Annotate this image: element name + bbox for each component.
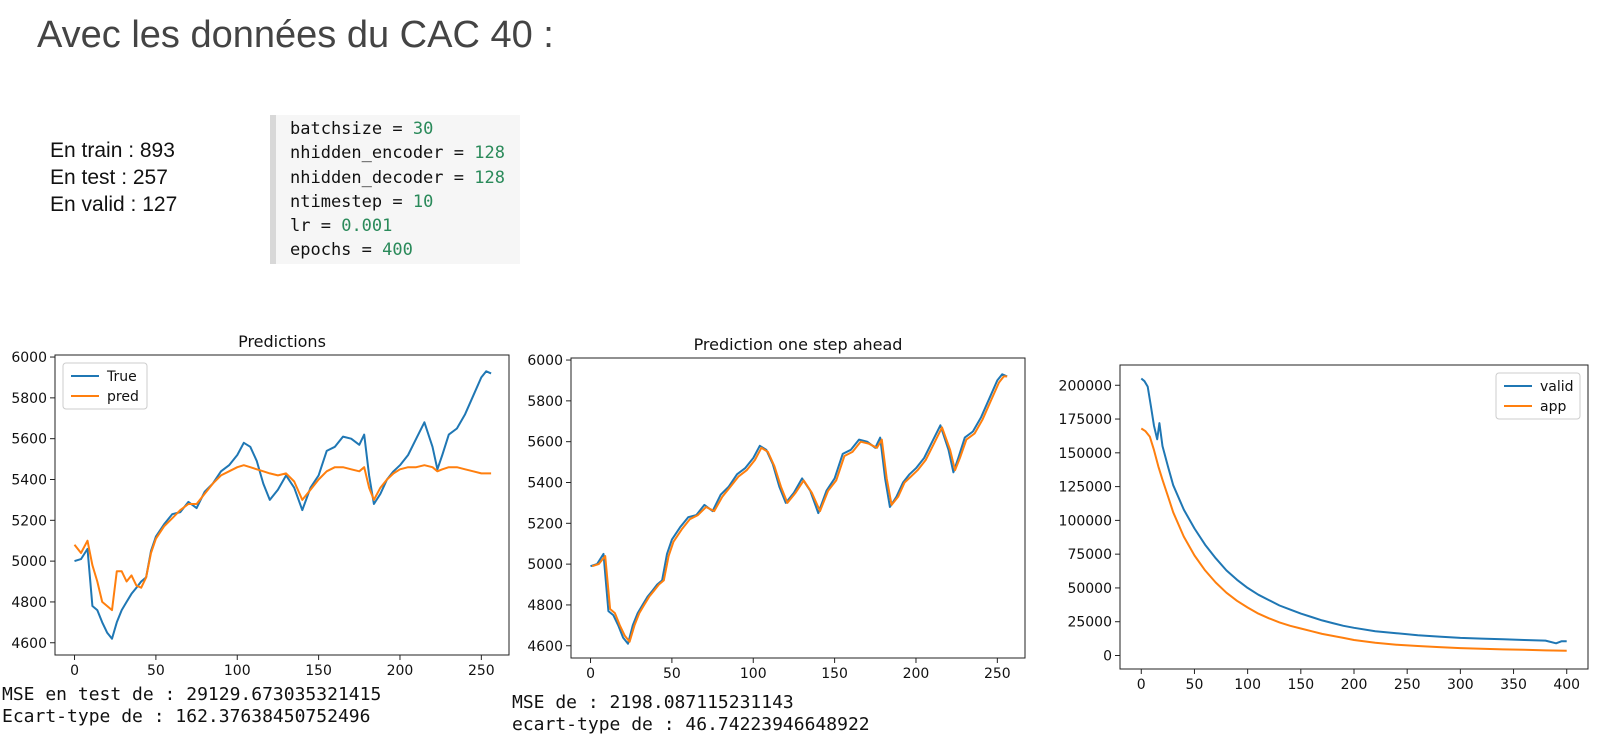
code-value: 128 bbox=[474, 143, 505, 164]
train-count: En train : 893 bbox=[50, 139, 175, 162]
page-title: Avec les données du CAC 40 : bbox=[37, 14, 554, 56]
x-tick-label: 150 bbox=[821, 666, 848, 682]
y-tick-label: 5400 bbox=[11, 472, 47, 488]
mse-text: MSE de : 2198.087115231143 bbox=[512, 692, 794, 713]
y-tick-label: 4600 bbox=[11, 636, 47, 652]
y-tick-label: 6000 bbox=[11, 350, 47, 366]
chart1-output: MSE en test de : 29129.673035321415 Ecar… bbox=[2, 684, 381, 728]
y-tick-label: 0 bbox=[1103, 648, 1112, 664]
y-tick-label: 5800 bbox=[527, 394, 563, 410]
legend-label-valid: valid bbox=[1540, 379, 1574, 395]
y-tick-label: 5200 bbox=[527, 516, 563, 532]
y-tick-label: 175000 bbox=[1059, 412, 1112, 428]
plot-frame bbox=[54, 354, 510, 656]
x-tick-label: 200 bbox=[903, 666, 930, 682]
y-tick-label: 25000 bbox=[1067, 615, 1112, 631]
code-line: ntimestep = 10 bbox=[290, 191, 434, 212]
y-tick-label: 4600 bbox=[527, 639, 563, 655]
chart2-output: MSE de : 2198.087115231143 ecart-type de… bbox=[512, 692, 870, 736]
x-tick-label: 50 bbox=[1186, 677, 1204, 693]
x-tick-label: 200 bbox=[387, 663, 414, 679]
x-tick-label: 100 bbox=[740, 666, 767, 682]
y-tick-label: 5600 bbox=[527, 435, 563, 451]
dataset-stats: En train : 893 En test : 257 En valid : … bbox=[50, 137, 177, 218]
std-text: ecart-type de : 46.74223946648922 bbox=[512, 714, 870, 735]
series-line-pred bbox=[591, 375, 1008, 643]
legend-label-True: True bbox=[106, 369, 137, 385]
chart-1: Predictions 0 50 100 150 200 250 4600 4800 5000 52… bbox=[11, 332, 510, 679]
legend-label-app: app bbox=[1540, 399, 1566, 415]
series-line-valid bbox=[1140, 377, 1567, 645]
series-line-True bbox=[590, 373, 1008, 645]
x-tick-label: 0 bbox=[586, 666, 595, 682]
y-tick-label: 75000 bbox=[1067, 547, 1112, 563]
series-line-True bbox=[74, 370, 492, 640]
x-tick-label: 150 bbox=[305, 663, 332, 679]
code-line: lr = 0.001 bbox=[290, 216, 393, 237]
valid-count: En valid : 127 bbox=[50, 193, 178, 216]
x-tick-label: 50 bbox=[147, 663, 165, 679]
x-tick-label: 100 bbox=[1234, 677, 1261, 693]
y-tick-label: 5600 bbox=[11, 432, 47, 448]
y-tick-label: 5000 bbox=[527, 557, 563, 573]
code-line: batchsize = 30 bbox=[290, 119, 434, 139]
y-tick-label: 4800 bbox=[11, 595, 47, 611]
x-tick-label: 0 bbox=[1137, 677, 1146, 693]
x-tick-label: 250 bbox=[468, 663, 495, 679]
code-line: epochs = 400 bbox=[290, 240, 413, 261]
code-value: 0.001 bbox=[341, 216, 393, 237]
chart-2: Prediction one step ahead 0 50 100 150 200 250… bbox=[527, 335, 1026, 682]
x-tick-label: 200 bbox=[1341, 677, 1368, 693]
x-tick-label: 250 bbox=[984, 666, 1011, 682]
code-value: 400 bbox=[382, 240, 413, 261]
chart-3: 0 50 100 150 200 250 300 350 400 0 25000 50000 75000… bbox=[1059, 364, 1589, 693]
legend-box bbox=[1495, 372, 1581, 420]
y-tick-label: 5000 bbox=[11, 554, 47, 570]
x-tick-label: 250 bbox=[1394, 677, 1421, 693]
series-line-app bbox=[1140, 427, 1567, 652]
y-tick-label: 6000 bbox=[527, 353, 563, 369]
y-tick-label: 50000 bbox=[1067, 581, 1112, 597]
legend-box bbox=[62, 362, 148, 410]
x-tick-label: 0 bbox=[70, 663, 79, 679]
chart-title: Predictions bbox=[238, 332, 326, 351]
hyperparameter-code-block: batchsize = 30 nhidden_encoder = 128 nhi… bbox=[270, 115, 520, 264]
x-tick-label: 50 bbox=[663, 666, 681, 682]
y-tick-label: 125000 bbox=[1059, 480, 1112, 496]
code-value: 30 bbox=[412, 119, 434, 139]
plot-frame bbox=[570, 357, 1026, 659]
code-line: nhidden_encoder = 128 bbox=[290, 143, 505, 164]
x-tick-label: 300 bbox=[1447, 677, 1474, 693]
y-tick-label: 100000 bbox=[1059, 513, 1112, 529]
y-tick-label: 150000 bbox=[1059, 446, 1112, 462]
series-line-pred bbox=[73, 464, 492, 612]
y-tick-label: 4800 bbox=[527, 598, 563, 614]
std-text: Ecart-type de : 162.37638450752496 bbox=[2, 706, 371, 727]
chart-title: Prediction one step ahead bbox=[694, 335, 903, 354]
x-tick-label: 400 bbox=[1553, 677, 1580, 693]
legend-label-pred: pred bbox=[107, 389, 139, 405]
x-tick-label: 150 bbox=[1287, 677, 1314, 693]
code-value: 10 bbox=[412, 191, 434, 212]
y-tick-label: 5200 bbox=[11, 513, 47, 529]
y-tick-label: 5400 bbox=[527, 475, 563, 491]
code-line: nhidden_decoder = 128 bbox=[290, 167, 505, 188]
test-count: En test : 257 bbox=[50, 166, 168, 189]
code-value: 128 bbox=[474, 167, 505, 188]
y-tick-label: 200000 bbox=[1059, 378, 1112, 394]
x-tick-label: 350 bbox=[1500, 677, 1527, 693]
mse-text: MSE en test de : 29129.673035321415 bbox=[2, 684, 382, 705]
y-tick-label: 5800 bbox=[11, 391, 47, 407]
x-tick-label: 100 bbox=[224, 663, 251, 679]
